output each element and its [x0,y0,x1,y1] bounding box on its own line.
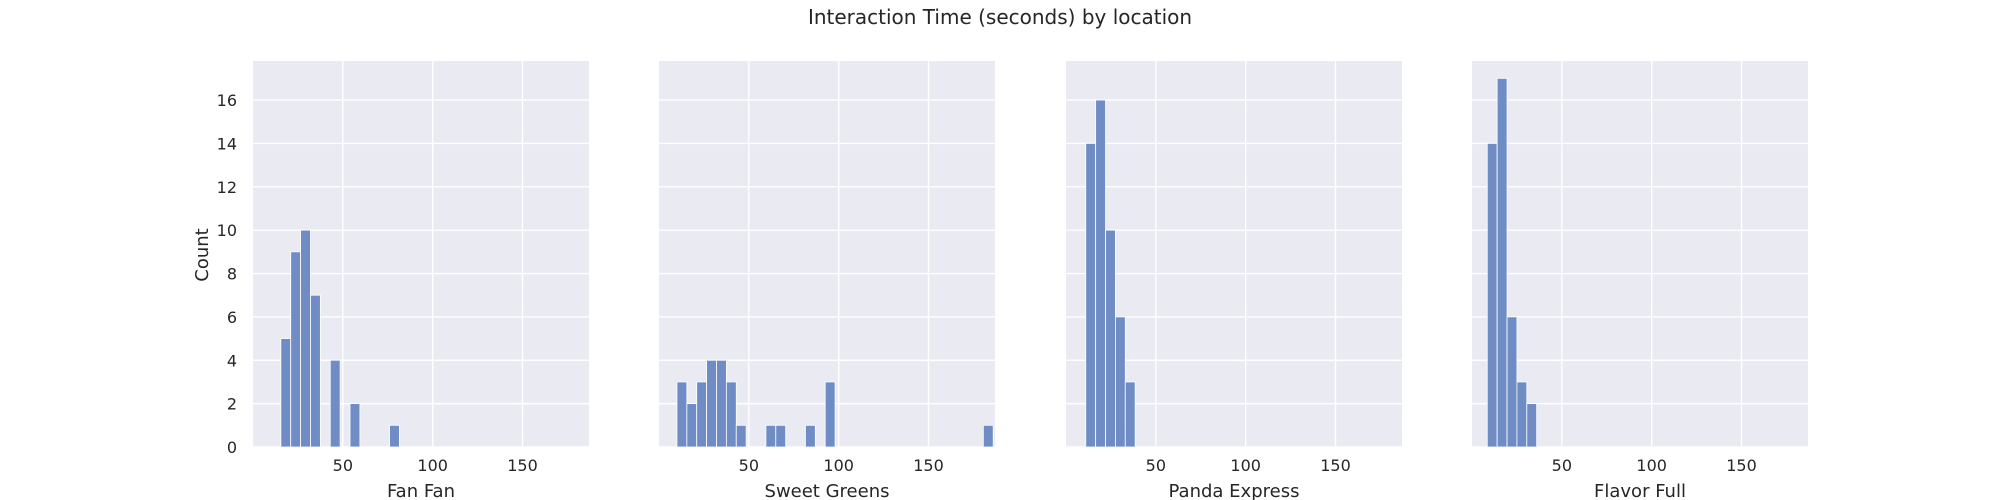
histogram-bar [1506,316,1518,448]
histogram-bar [389,424,400,448]
x-tick-label: 50 [1146,456,1166,475]
x-tick-label: 100 [823,456,854,475]
y-axis-label: Count [192,228,213,281]
y-tick-label: 2 [227,395,237,414]
y-tick-label: 14 [217,134,237,153]
facet-panel: 50 100 150 Panda Express [1066,61,1402,500]
histogram-bar [1115,316,1126,448]
x-tick-label: 50 [739,456,759,475]
histogram-bar [686,403,698,448]
y-tick-label: 10 [217,221,237,240]
histogram-bar [1516,381,1528,448]
histogram-bar [982,424,994,448]
y-tick-label: 16 [217,91,237,110]
facet-panel: 50 100 150 Sweet Greens [659,61,995,500]
histogram-bar [1496,77,1508,448]
x-tick-label: 100 [1230,456,1261,475]
histogram-bar [290,251,302,448]
x-tick-label: 150 [1726,456,1757,475]
x-tick-label: 50 [333,456,353,475]
y-tick-label: 0 [227,438,237,457]
histogram-bar [1124,381,1136,448]
x-tick-label: 50 [1552,456,1572,475]
histogram-bar [805,424,816,448]
x-tick-label: 150 [1320,456,1351,475]
y-tick-label: 12 [217,178,237,197]
histogram-bar [824,381,836,448]
x-tick-label: 100 [417,456,448,475]
histogram-bar [716,359,727,448]
histogram-bar [696,381,708,448]
facet-panel: 50 100 150 0 2 4 6 8 10 12 14 16 Fan Fan [217,61,589,500]
histogram-bar [1095,99,1106,448]
x-tick-label: 150 [507,456,538,475]
x-axis-label: Flavor Full [1594,481,1686,500]
facet-panel: 50 100 150 Flavor Full [1472,61,1808,500]
histogram-bar [1486,143,1498,448]
y-tick-label: 8 [227,265,237,284]
plot-area-background [1472,61,1808,447]
y-tick-label: 6 [227,308,237,327]
histogram-bar [725,381,737,448]
x-axis-label: Panda Express [1169,481,1300,500]
histogram-bar [1085,143,1097,448]
chart-title: Interaction Time (seconds) by location [808,5,1192,29]
histogram-bar [676,381,688,448]
histogram-bar [1105,229,1116,448]
histogram-bar [310,294,321,448]
histogram-bar [349,403,361,448]
histogram-bar [765,424,777,448]
histogram-bar [735,424,747,448]
x-axis-label: Fan Fan [387,481,455,500]
x-tick-label: 100 [1636,456,1667,475]
histogram-bar [775,424,787,448]
facet-panels: 50 100 150 0 2 4 6 8 10 12 14 16 Fan Fan 50 100 150 Swee… [217,61,1808,500]
x-tick-label: 150 [913,456,944,475]
histogram-bar [280,338,292,448]
y-tick-label: 4 [227,351,237,370]
histogram-bar [1526,403,1538,448]
histogram-bar [706,359,717,448]
histogram-bar [300,229,311,448]
histogram-bar [329,359,341,448]
x-axis-label: Sweet Greens [765,481,890,500]
